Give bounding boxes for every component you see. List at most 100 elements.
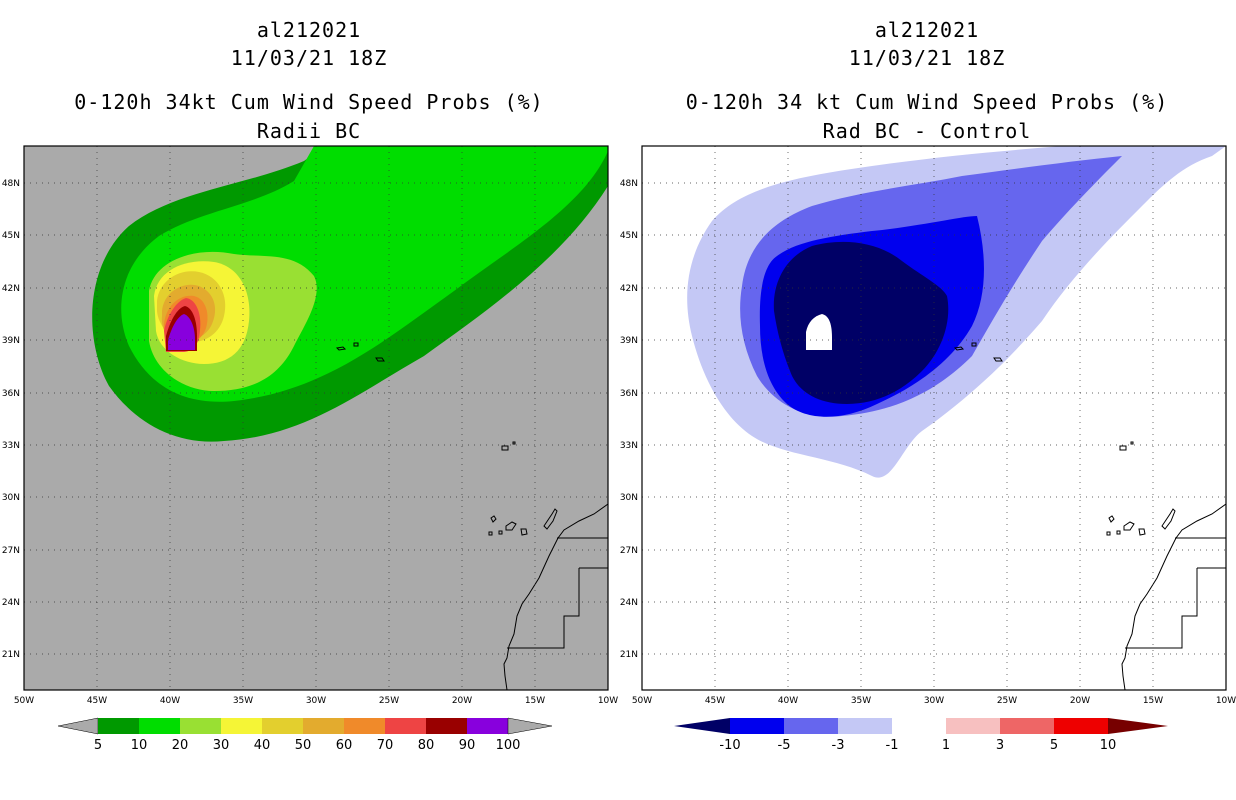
left-panel: al212021 11/03/21 18Z 0-120h 34kt Cum Wi… (2, 18, 618, 753)
lat-label: 27N (620, 546, 638, 556)
lon-label: 25W (379, 696, 399, 706)
lat-label: 24N (620, 598, 638, 608)
storm-id-title: al212021 (874, 18, 980, 42)
lat-label: 48N (620, 179, 638, 189)
map-frame (641, 145, 1227, 691)
map-frame (23, 145, 609, 691)
lat-label: 39N (620, 336, 638, 346)
colorbar-swatch (262, 718, 303, 734)
colorbar-swatch (467, 718, 508, 734)
colorbar-swatch (344, 718, 385, 734)
colorbar-label: -10 (719, 738, 740, 753)
lat-label: 42N (2, 284, 20, 294)
colorbar-swatch (730, 718, 784, 734)
lon-label: 35W (851, 696, 871, 706)
colorbar-swatch (946, 718, 1000, 734)
lon-label: 10W (598, 696, 618, 706)
lat-label: 45N (620, 231, 638, 241)
probability-map: 48N 45N 42N 39N 36N 33N 30N 27N 24N 21N … (2, 145, 618, 706)
madeira-islands (501, 441, 516, 451)
contour-90 (168, 314, 195, 350)
colorbar-label: -1 (886, 738, 899, 753)
lon-label: 50W (14, 696, 34, 706)
zero-change-spot (806, 314, 832, 350)
colorbar-label: 60 (336, 738, 353, 753)
lat-label: 21N (2, 650, 20, 660)
lat-labels: 48N 45N 42N 39N 36N 33N 30N 27N 24N 21N (2, 179, 20, 660)
colorbar-label: -5 (778, 738, 791, 753)
colorbar-swatch (892, 718, 946, 734)
grid-lines (24, 146, 608, 690)
colorbar-label: 40 (254, 738, 271, 753)
lon-label: 30W (306, 696, 326, 706)
colorbar-label: 1 (942, 738, 950, 753)
contour-minus-10 (773, 241, 949, 404)
datetime-title: 11/03/21 18Z (230, 46, 388, 70)
colorbar-swatch (838, 718, 892, 734)
grid-lines (642, 146, 1226, 690)
difference-map: 48N 45N 42N 39N 36N 33N 30N 27N 24N 21N … (620, 145, 1236, 706)
lat-label: 42N (620, 284, 638, 294)
colorbar-end-high (1108, 718, 1168, 734)
lon-label: 50W (632, 696, 652, 706)
colorbar-swatch (385, 718, 426, 734)
lat-label: 39N (2, 336, 20, 346)
colorbar-swatch (1000, 718, 1054, 734)
azores-islands (335, 342, 385, 362)
colorbar-end-low (57, 717, 99, 735)
azores-islands (953, 342, 1003, 362)
africa-coastline (1121, 503, 1226, 690)
lat-label: 33N (2, 441, 20, 451)
lat-label: 36N (2, 389, 20, 399)
lon-label: 15W (1143, 696, 1163, 706)
lon-label: 30W (924, 696, 944, 706)
storm-id-title: al212021 (256, 18, 362, 42)
lon-labels: 50W 45W 40W 35W 30W 25W 20W 15W 10W (14, 696, 618, 706)
colorbar-swatch (139, 718, 180, 734)
colorbar-label: 50 (295, 738, 312, 753)
colorbar-label: -3 (832, 738, 845, 753)
africa-borders (1125, 537, 1226, 649)
lon-label: 40W (160, 696, 180, 706)
lat-label: 24N (2, 598, 20, 608)
lat-labels: 48N 45N 42N 39N 36N 33N 30N 27N 24N 21N (620, 179, 638, 660)
product-title: 0-120h 34 kt Cum Wind Speed Probs (%) (685, 90, 1169, 114)
colorbar-swatch (221, 718, 262, 734)
africa-coastline (503, 503, 608, 690)
subtitle: Radii BC (256, 119, 362, 143)
lon-label: 40W (778, 696, 798, 706)
canary-islands (488, 508, 558, 536)
colorbar-swatch (1054, 718, 1108, 734)
subtitle: Rad BC - Control (822, 119, 1032, 143)
right-panel: al212021 11/03/21 18Z 0-120h 34 kt Cum W… (618, 0, 1236, 800)
colorbar-label: 10 (131, 738, 148, 753)
right-colorbar: -10 -5 -3 -1 1 3 5 10 (674, 718, 1168, 753)
lon-labels: 50W 45W 40W 35W 30W 25W 20W 15W 10W (632, 696, 1236, 706)
lat-label: 21N (620, 650, 638, 660)
colorbar-label: 10 (1100, 738, 1117, 753)
lon-label: 20W (452, 696, 472, 706)
colorbar-label: 100 (496, 738, 521, 753)
lat-label: 48N (2, 179, 20, 189)
canary-islands (1106, 508, 1176, 536)
lon-label: 10W (1216, 696, 1236, 706)
lat-label: 27N (2, 546, 20, 556)
lat-label: 45N (2, 231, 20, 241)
lat-label: 30N (2, 493, 20, 503)
colorbar-swatch (180, 718, 221, 734)
colorbar-swatch (303, 718, 344, 734)
colorbar-label: 30 (213, 738, 230, 753)
colorbar-label: 3 (996, 738, 1004, 753)
colorbar-swatch (98, 718, 139, 734)
datetime-title: 11/03/21 18Z (848, 46, 1006, 70)
colorbar-swatch (426, 718, 467, 734)
colorbar-label: 20 (172, 738, 189, 753)
madeira-islands (1119, 441, 1134, 451)
colorbar-label: 80 (418, 738, 435, 753)
product-title: 0-120h 34kt Cum Wind Speed Probs (%) (74, 90, 544, 114)
colorbar-label: 5 (1050, 738, 1058, 753)
lon-label: 35W (233, 696, 253, 706)
left-colorbar: 5 10 20 30 40 50 60 70 80 90 100 (57, 717, 553, 753)
lat-label: 30N (620, 493, 638, 503)
colorbar-label: 70 (377, 738, 394, 753)
